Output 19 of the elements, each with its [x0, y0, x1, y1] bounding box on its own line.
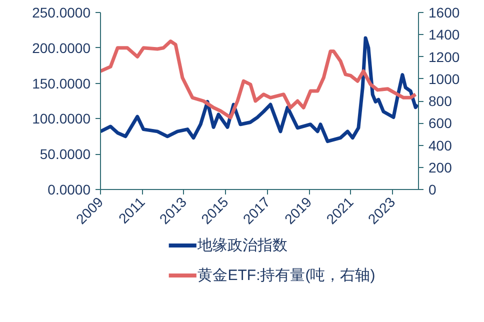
y2-tick-label: 600	[428, 115, 452, 132]
y2-tick-label: 200	[428, 159, 452, 176]
y2-tick-label: 0	[428, 182, 436, 198]
legend-label: 黄金ETF:持有量(吨，右轴)	[198, 267, 376, 284]
y-tick-label: 200.0000	[32, 40, 91, 56]
y-tick-label: 100.0000	[32, 110, 91, 127]
y2-tick-label: 800	[428, 93, 452, 109]
y2-tick-label: 1200	[428, 48, 460, 65]
y-tick-label: 150.0000	[32, 75, 91, 92]
y-tick-label: 0.0000	[48, 182, 91, 198]
legend-label: 地缘政治指数	[196, 237, 288, 254]
y-tick-label: 250.0000	[32, 4, 91, 20]
line-series	[100, 40, 418, 120]
y-tick-label: 50.0000	[40, 146, 91, 162]
y2-tick-label: 1600	[428, 4, 460, 20]
y2-tick-label: 400	[428, 137, 452, 154]
line-series	[100, 36, 418, 144]
y2-tick-label: 1400	[428, 26, 460, 43]
y2-tick-label: 1000	[428, 70, 460, 87]
